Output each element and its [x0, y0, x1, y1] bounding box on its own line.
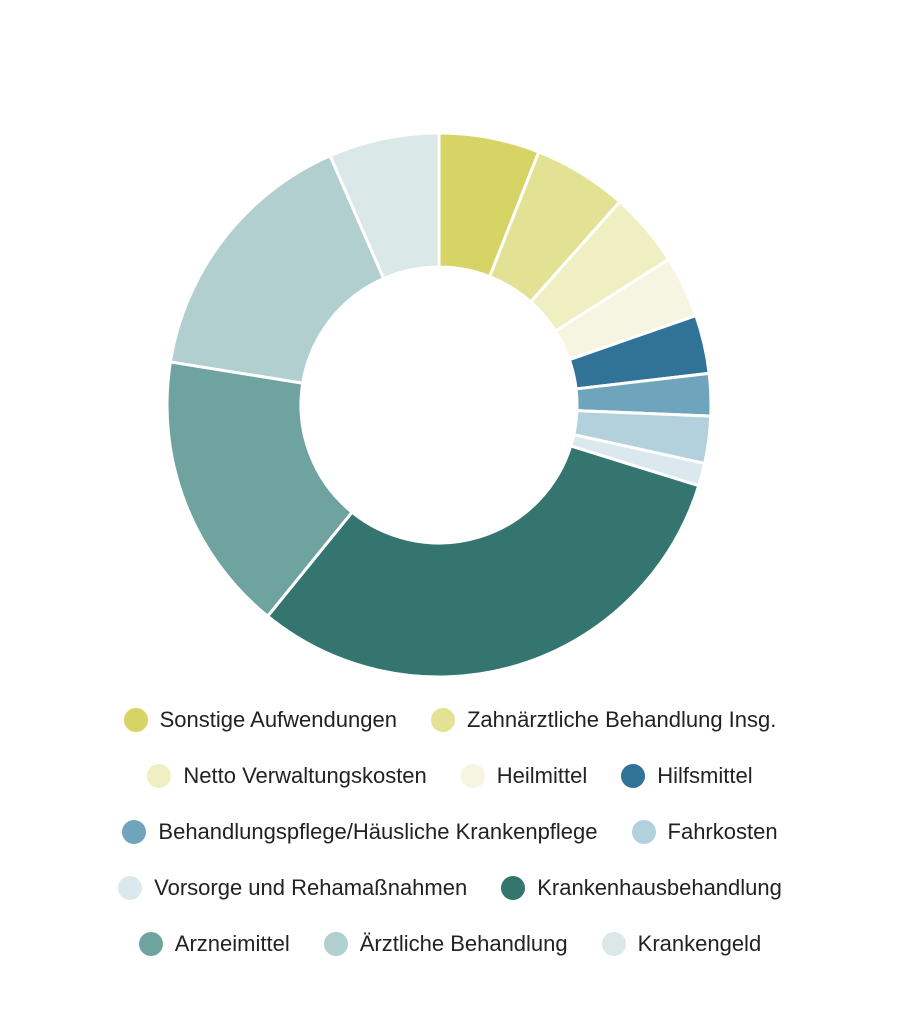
legend-swatch-icon [621, 764, 646, 788]
legend-swatch-icon [631, 820, 656, 844]
legend-row: Netto Verwaltungskosten Heilmittel Hilfsmi… [0, 748, 900, 804]
legend-item[interactable]: Behandlungspflege/Häusliche Krankenpfleg… [122, 819, 598, 845]
legend-swatch-icon [147, 764, 172, 788]
donut-slice-12[interactable] [328, 131, 441, 281]
legend-item[interactable]: Vorsorge und Rehamaßnahmen [118, 875, 467, 901]
legend-label: Vorsorge und Rehamaßnahmen [154, 875, 468, 900]
legend-label: Heilmittel [496, 763, 588, 788]
legend-row: Arzneimittel Ärztliche Behandlung Krankeng… [0, 916, 900, 972]
legend-item[interactable]: Fahrkosten [631, 819, 778, 845]
donut-slice-10[interactable] [165, 360, 355, 619]
legend-item[interactable]: Hilfsmittel [621, 763, 753, 789]
legend-item[interactable]: Krankenhausbehandlung [501, 875, 782, 901]
legend-item[interactable]: Arzneimittel [138, 931, 290, 957]
legend-row: Behandlungspflege/Häusliche Krankenpfleg… [0, 804, 900, 860]
legend-item[interactable]: Ärztliche Behandlung [323, 931, 568, 957]
legend-item[interactable]: Heilmittel [460, 763, 588, 789]
legend-row: Sonstige Aufwendungen Zahnärztliche Behan… [0, 692, 900, 748]
legend-label: Krankenhausbehandlung [537, 875, 782, 900]
legend-swatch-icon [138, 932, 163, 956]
legend-swatch-icon [460, 764, 485, 788]
legend-item[interactable]: Sonstige Aufwendungen [123, 707, 397, 733]
legend-item[interactable]: Krankengeld [601, 931, 762, 957]
donut-slice-9[interactable] [265, 444, 701, 679]
legend-label: Fahrkosten [667, 819, 778, 844]
legend-label: Arzneimittel [174, 931, 290, 956]
legend-swatch-icon [501, 876, 526, 900]
chart-legend: Sonstige Aufwendungen Zahnärztliche Behan… [0, 692, 900, 972]
legend-swatch-icon [118, 876, 143, 900]
legend-item[interactable]: Netto Verwaltungskosten [147, 763, 427, 789]
legend-row: Vorsorge und Rehamaßnahmen Krankenhausbeh… [0, 860, 900, 916]
donut-slice-11[interactable] [168, 153, 386, 385]
legend-label: Hilfsmittel [657, 763, 753, 788]
legend-swatch-icon [430, 708, 455, 732]
legend-swatch-icon [123, 708, 148, 732]
donut-chart [165, 131, 713, 679]
legend-swatch-icon [323, 932, 348, 956]
legend-swatch-icon [601, 932, 626, 956]
legend-swatch-icon [122, 820, 147, 844]
legend-label: Zahnärztliche Behandlung Insg. [466, 707, 777, 732]
legend-label: Netto Verwaltungskosten [183, 763, 427, 788]
legend-label: Sonstige Aufwendungen [159, 707, 397, 732]
legend-item[interactable]: Zahnärztliche Behandlung Insg. [430, 707, 777, 733]
legend-label: Behandlungspflege/Häusliche Krankenpfleg… [158, 819, 598, 844]
legend-label: Ärztliche Behandlung [359, 931, 568, 956]
legend-label: Krankengeld [637, 931, 762, 956]
donut-chart-area [165, 131, 713, 679]
